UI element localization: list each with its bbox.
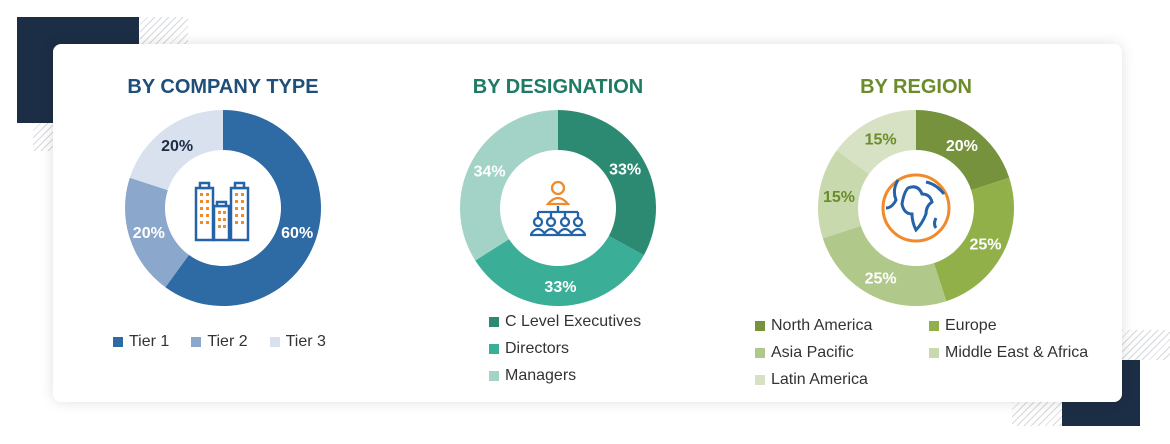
legend-swatch (929, 347, 939, 358)
legend-label: Tier 2 (207, 332, 248, 350)
legend-swatch (489, 316, 499, 327)
legend-label: Europe (945, 316, 997, 334)
legend-region: North America Europe Asia Pacific Middle Ea… (755, 312, 1088, 393)
legend-label: Asia Pacific (771, 343, 854, 361)
legend-label: Managers (505, 366, 577, 384)
decor-hatch-right (1122, 330, 1170, 360)
donut-slice-asia-pacific (822, 225, 947, 306)
legend-item: C Level Executives (489, 308, 641, 335)
donut-slice-middle-east-africa (818, 150, 870, 239)
data-label: 15% (865, 132, 897, 149)
donut-designation: 33% 33% 34% (460, 110, 656, 306)
decor-hatch-left (33, 123, 53, 151)
legend-item: Tier 3 (269, 328, 326, 355)
donut-slice-tier-1 (165, 110, 321, 306)
legend-swatch (489, 343, 499, 354)
legend-swatch (113, 336, 123, 347)
legend-swatch (489, 370, 499, 381)
legend-item: Tier 1 (113, 328, 169, 355)
data-label: 33% (609, 161, 641, 178)
legend-label: Tier 3 (285, 332, 326, 350)
donut-region: 20% 25% 25% 15% 15% (818, 110, 1014, 306)
data-label: 25% (969, 236, 1001, 253)
donut-slice-managers (460, 110, 558, 261)
legend-swatch (755, 347, 765, 358)
chart-title-designation: BY DESIGNATION (472, 76, 644, 98)
decor-hatch-top-left (140, 17, 188, 45)
data-label: 33% (544, 279, 576, 296)
data-label: 34% (474, 163, 506, 180)
legend-item: North America (755, 312, 929, 339)
data-label: 20% (133, 225, 165, 242)
donut-slice-latin-america (836, 110, 916, 174)
data-label: 20% (161, 138, 193, 155)
legend-item: Asia Pacific (755, 339, 929, 366)
donut-slice-tier-2 (125, 177, 189, 288)
legend-swatch (755, 374, 765, 385)
legend-company-type: Tier 1 Tier 2 Tier 3 (113, 328, 326, 355)
legend-designation: C Level Executives Directors Managers (489, 308, 641, 389)
legend-swatch (269, 336, 280, 347)
data-label: 60% (281, 225, 313, 242)
data-label: 15% (823, 189, 855, 206)
globe-icon (881, 173, 951, 243)
legend-label: Latin America (771, 370, 868, 388)
donut-slice-directors (475, 235, 644, 306)
chart-title-region: BY REGION (860, 76, 972, 98)
legend-item: Latin America (755, 366, 929, 393)
donut-slice-c-level-executives (558, 110, 656, 256)
legend-label: Middle East & Africa (945, 343, 1089, 361)
hierarchy-people-icon (530, 180, 586, 237)
legend-label: North America (771, 316, 873, 334)
legend-swatch (191, 336, 202, 347)
legend-swatch (929, 320, 939, 331)
legend-label: Tier 1 (129, 332, 170, 350)
donut-slice-north-america (916, 110, 1010, 191)
legend-item: Middle East & Africa (929, 339, 1088, 366)
legend-item: Tier 2 (191, 328, 248, 355)
chart-title-company-type: BY COMPANY TYPE (127, 76, 319, 98)
donut-slice-tier-3 (129, 110, 223, 191)
legend-item: Directors (489, 335, 641, 362)
donut-company-type: 60% 20% 20% (125, 110, 321, 306)
legend-label: Directors (505, 339, 570, 357)
data-label: 20% (946, 138, 978, 155)
legend-swatch (755, 320, 765, 331)
legend-label: C Level Executives (505, 312, 642, 330)
data-label: 25% (865, 270, 897, 287)
legend-item: Managers (489, 362, 641, 389)
donut-slice-europe (933, 177, 1014, 302)
buildings-icon (194, 181, 250, 242)
decor-hatch-bottom-right (1012, 402, 1062, 426)
legend-item: Europe (929, 312, 1088, 339)
